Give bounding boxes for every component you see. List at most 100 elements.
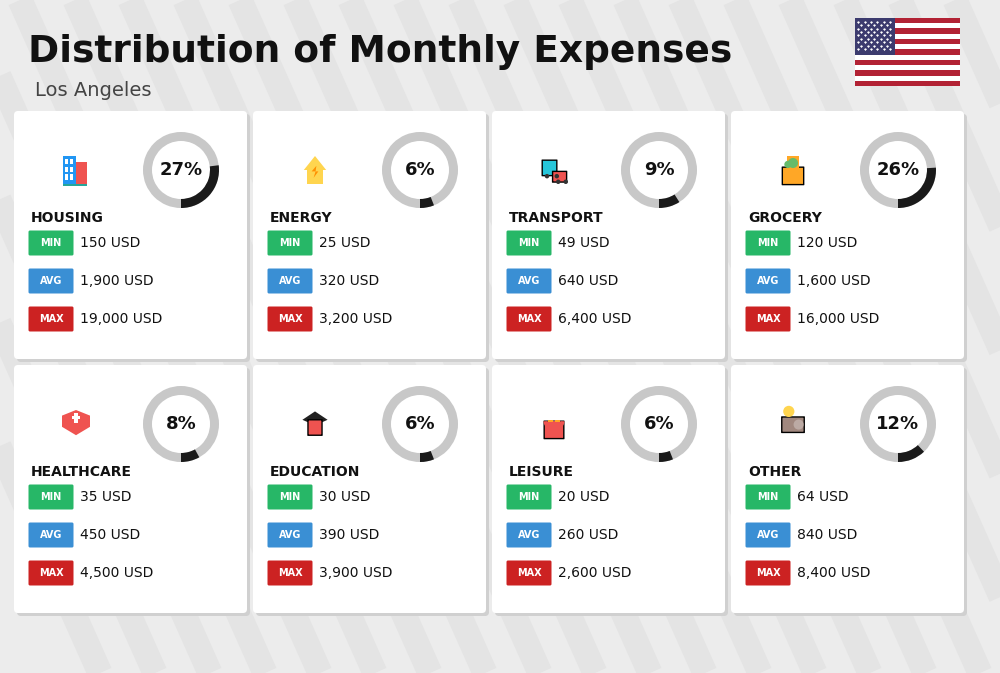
Polygon shape [62, 410, 90, 435]
Text: 3,200 USD: 3,200 USD [319, 312, 392, 326]
Text: 3,900 USD: 3,900 USD [319, 566, 392, 580]
FancyBboxPatch shape [507, 485, 552, 509]
Circle shape [788, 158, 798, 168]
Text: 12%: 12% [876, 415, 920, 433]
FancyBboxPatch shape [14, 365, 247, 613]
Text: MAX: MAX [517, 314, 541, 324]
Wedge shape [860, 132, 936, 208]
Circle shape [784, 161, 792, 168]
FancyBboxPatch shape [507, 306, 552, 332]
FancyBboxPatch shape [507, 269, 552, 293]
FancyBboxPatch shape [14, 111, 247, 359]
FancyBboxPatch shape [268, 561, 312, 586]
Bar [855, 70, 960, 75]
Text: EDUCATION: EDUCATION [270, 465, 360, 479]
Text: MAX: MAX [39, 568, 63, 578]
Text: 35 USD: 35 USD [80, 490, 132, 504]
FancyBboxPatch shape [553, 172, 567, 182]
FancyBboxPatch shape [268, 230, 312, 256]
FancyBboxPatch shape [746, 230, 790, 256]
Text: ENERGY: ENERGY [270, 211, 333, 225]
FancyBboxPatch shape [746, 522, 790, 548]
Text: 450 USD: 450 USD [80, 528, 140, 542]
Wedge shape [659, 451, 673, 462]
Bar [76, 162, 87, 184]
Text: 840 USD: 840 USD [797, 528, 857, 542]
Bar [855, 18, 895, 55]
Text: MIN: MIN [518, 238, 540, 248]
Wedge shape [621, 386, 697, 462]
Text: 20 USD: 20 USD [558, 490, 610, 504]
Bar [855, 39, 960, 44]
Text: MIN: MIN [279, 492, 301, 502]
Bar [855, 49, 960, 55]
FancyBboxPatch shape [507, 561, 552, 586]
Text: AVG: AVG [518, 530, 540, 540]
Wedge shape [898, 168, 936, 208]
FancyBboxPatch shape [507, 230, 552, 256]
Wedge shape [382, 132, 458, 208]
FancyBboxPatch shape [28, 561, 74, 586]
FancyBboxPatch shape [253, 365, 486, 613]
Bar [70, 159, 73, 164]
FancyBboxPatch shape [782, 167, 804, 184]
FancyBboxPatch shape [28, 269, 74, 293]
Text: OTHER: OTHER [748, 465, 801, 479]
Polygon shape [304, 156, 326, 170]
Polygon shape [312, 166, 318, 178]
FancyBboxPatch shape [495, 368, 728, 616]
FancyBboxPatch shape [746, 485, 790, 509]
Text: AVG: AVG [279, 530, 301, 540]
Bar [307, 170, 323, 184]
FancyBboxPatch shape [492, 111, 725, 359]
Text: LEISURE: LEISURE [509, 465, 574, 479]
Text: AVG: AVG [40, 276, 62, 286]
Text: 8%: 8% [166, 415, 196, 433]
Text: MIN: MIN [518, 492, 540, 502]
FancyBboxPatch shape [492, 365, 725, 613]
FancyBboxPatch shape [734, 114, 967, 362]
FancyBboxPatch shape [253, 111, 486, 359]
FancyBboxPatch shape [507, 522, 552, 548]
Text: MIN: MIN [757, 238, 779, 248]
Text: MIN: MIN [279, 238, 301, 248]
Text: 1,600 USD: 1,600 USD [797, 274, 871, 288]
Wedge shape [143, 386, 219, 462]
Bar [65, 167, 68, 172]
Text: MAX: MAX [517, 568, 541, 578]
Text: 1,900 USD: 1,900 USD [80, 274, 154, 288]
Bar [548, 420, 553, 422]
Text: 9%: 9% [644, 161, 674, 179]
Bar [555, 420, 560, 422]
Wedge shape [420, 197, 434, 208]
Bar [72, 416, 80, 419]
Text: MAX: MAX [278, 314, 302, 324]
Wedge shape [621, 132, 697, 208]
Text: 640 USD: 640 USD [558, 274, 618, 288]
FancyBboxPatch shape [495, 114, 728, 362]
Text: MIN: MIN [757, 492, 779, 502]
Circle shape [556, 180, 560, 184]
Text: MIN: MIN [40, 492, 62, 502]
Text: 16,000 USD: 16,000 USD [797, 312, 879, 326]
Text: 4,500 USD: 4,500 USD [80, 566, 153, 580]
FancyBboxPatch shape [542, 160, 557, 176]
FancyBboxPatch shape [256, 114, 489, 362]
FancyBboxPatch shape [746, 269, 790, 293]
Circle shape [545, 174, 549, 178]
FancyBboxPatch shape [17, 368, 250, 616]
Text: 64 USD: 64 USD [797, 490, 849, 504]
Text: Distribution of Monthly Expenses: Distribution of Monthly Expenses [28, 34, 732, 70]
Text: HOUSING: HOUSING [31, 211, 104, 225]
Text: AVG: AVG [40, 530, 62, 540]
Text: 6%: 6% [644, 415, 674, 433]
FancyBboxPatch shape [28, 230, 74, 256]
Circle shape [555, 174, 559, 178]
FancyBboxPatch shape [268, 485, 312, 509]
Bar [787, 156, 799, 168]
Bar [855, 18, 960, 24]
FancyBboxPatch shape [746, 561, 790, 586]
FancyBboxPatch shape [268, 269, 312, 293]
FancyBboxPatch shape [28, 485, 74, 509]
Text: 6%: 6% [405, 415, 435, 433]
